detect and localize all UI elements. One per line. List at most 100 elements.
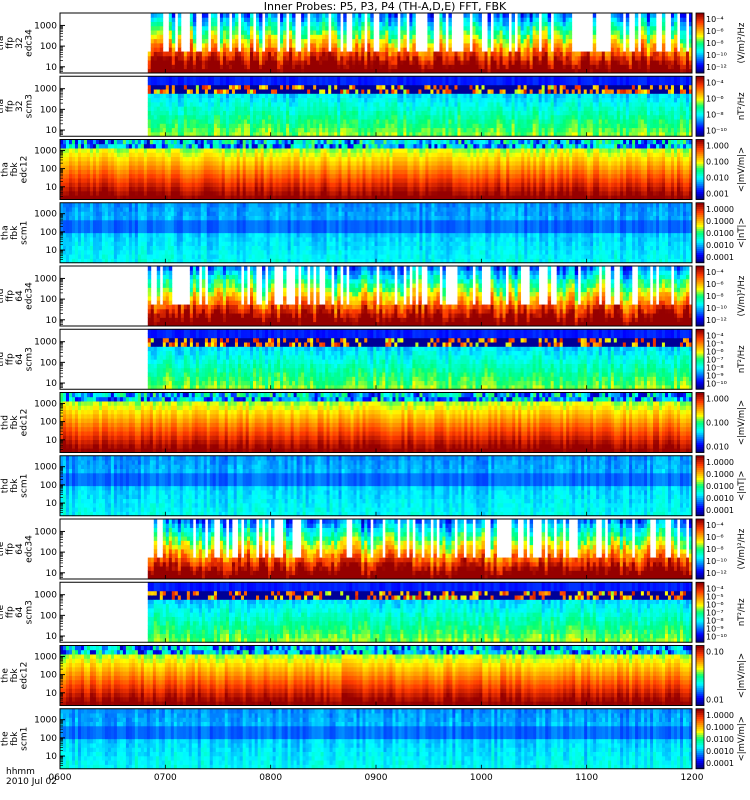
spectrogram-cell bbox=[199, 98, 202, 103]
spectrogram-cell bbox=[328, 60, 331, 65]
spectrogram-cell bbox=[199, 52, 202, 57]
spectrogram-cell bbox=[229, 93, 232, 98]
spectrogram-cell bbox=[485, 56, 488, 61]
spectrogram-cell bbox=[277, 81, 280, 86]
spectrogram-cell bbox=[334, 56, 337, 61]
spectrogram-cell bbox=[325, 34, 328, 39]
spectrogram-cell bbox=[590, 52, 593, 57]
spectrogram-cell bbox=[530, 64, 533, 69]
spectrogram-cell bbox=[214, 43, 217, 48]
spectrogram-cell bbox=[346, 56, 349, 61]
spectrogram-cell bbox=[620, 34, 623, 39]
spectrogram-cell bbox=[241, 26, 244, 31]
spectrogram-cell bbox=[442, 17, 445, 22]
spectrogram-cell bbox=[430, 52, 433, 57]
spectrogram-cell bbox=[298, 98, 301, 103]
spectrogram-cell bbox=[217, 56, 220, 61]
spectrogram-cell bbox=[647, 17, 650, 22]
spectrogram-cell bbox=[355, 13, 358, 18]
spectrogram-cell bbox=[566, 64, 569, 69]
spectrogram-cell bbox=[205, 26, 208, 31]
spectrogram-cell bbox=[521, 30, 524, 35]
spectrogram-cell bbox=[385, 47, 388, 52]
spectrogram-cell bbox=[298, 76, 301, 81]
spectrogram-cell bbox=[503, 26, 506, 31]
spectrogram-cell bbox=[217, 123, 220, 128]
spectrogram-cell bbox=[554, 17, 557, 22]
spectrogram-cell bbox=[280, 52, 283, 57]
spectrogram-cell bbox=[163, 52, 166, 57]
spectrogram-cell bbox=[172, 111, 175, 116]
spectrogram-cell bbox=[322, 34, 325, 39]
spectrogram-cell bbox=[343, 52, 346, 57]
spectrogram-cell bbox=[214, 102, 217, 107]
spectrogram-cell bbox=[668, 60, 671, 65]
spectrogram-cell bbox=[391, 60, 394, 65]
spectrogram-cell bbox=[617, 52, 620, 57]
spectrogram-cell bbox=[178, 30, 181, 35]
spectrogram-cell bbox=[563, 34, 566, 39]
spectrogram-cell bbox=[157, 22, 160, 27]
spectrogram-cell bbox=[403, 60, 406, 65]
spectrogram-cell bbox=[244, 119, 247, 124]
spectrogram-cell bbox=[193, 98, 196, 103]
spectrogram-cell bbox=[247, 26, 250, 31]
spectrogram-cell bbox=[668, 52, 671, 57]
spectrogram-cell bbox=[512, 13, 515, 18]
spectrogram-cell bbox=[283, 47, 286, 52]
spectrogram-cell bbox=[448, 52, 451, 57]
spectrogram-cell bbox=[463, 43, 466, 48]
spectrogram-cell bbox=[268, 76, 271, 81]
spectrogram-cell bbox=[172, 81, 175, 86]
spectrogram-cell bbox=[151, 85, 154, 90]
spectrogram-cell bbox=[181, 85, 184, 90]
spectrogram-cell bbox=[184, 56, 187, 61]
spectrogram-cell bbox=[283, 64, 286, 69]
spectrogram-cell bbox=[187, 119, 190, 124]
spectrogram-cell bbox=[599, 56, 602, 61]
spectrogram-cell bbox=[533, 60, 536, 65]
spectrogram-cell bbox=[163, 89, 166, 94]
spectrogram-cell bbox=[322, 13, 325, 18]
spectrogram-cell bbox=[181, 60, 184, 65]
spectrogram-cell bbox=[545, 34, 548, 39]
spectrogram-cell bbox=[190, 17, 193, 22]
spectrogram-cell bbox=[199, 76, 202, 81]
spectrogram-cell bbox=[256, 64, 259, 69]
spectrogram-cell bbox=[403, 64, 406, 69]
spectrogram-cell bbox=[283, 128, 286, 133]
spectrogram-cell bbox=[301, 60, 304, 65]
spectrogram-cell bbox=[635, 30, 638, 35]
spectrogram-cell bbox=[454, 60, 457, 65]
spectrogram-cell bbox=[241, 111, 244, 116]
spectrogram-cell bbox=[181, 106, 184, 111]
spectrogram-cell bbox=[560, 17, 563, 22]
spectrogram-cell bbox=[256, 93, 259, 98]
spectrogram-cell bbox=[154, 34, 157, 39]
spectrogram-cell bbox=[662, 52, 665, 57]
spectrogram-cell bbox=[650, 56, 653, 61]
spectrogram-cell bbox=[214, 30, 217, 35]
spectrogram-cell bbox=[250, 98, 253, 103]
spectrogram-cell bbox=[460, 60, 463, 65]
spectrogram-cell bbox=[241, 85, 244, 90]
spectrogram-cell bbox=[274, 89, 277, 94]
spectrogram-cell bbox=[560, 64, 563, 69]
spectrogram-cell bbox=[214, 47, 217, 52]
spectrogram-cell bbox=[656, 56, 659, 61]
spectrogram-cell bbox=[488, 60, 491, 65]
spectrogram-cell bbox=[259, 128, 262, 133]
spectrogram-cell bbox=[674, 43, 677, 48]
spectrogram-cell bbox=[400, 56, 403, 61]
spectrogram-cell bbox=[154, 39, 157, 44]
spectrogram-cell bbox=[280, 93, 283, 98]
spectrogram-cell bbox=[166, 102, 169, 107]
spectrogram-cell bbox=[457, 52, 460, 57]
spectrogram-cell bbox=[488, 47, 491, 52]
spectrogram-cell bbox=[280, 34, 283, 39]
spectrogram-cell bbox=[406, 52, 409, 57]
spectrogram-cell bbox=[313, 22, 316, 27]
spectrogram-cell bbox=[554, 26, 557, 31]
spectrogram-cell bbox=[491, 64, 494, 69]
spectrogram-cell bbox=[316, 102, 319, 107]
